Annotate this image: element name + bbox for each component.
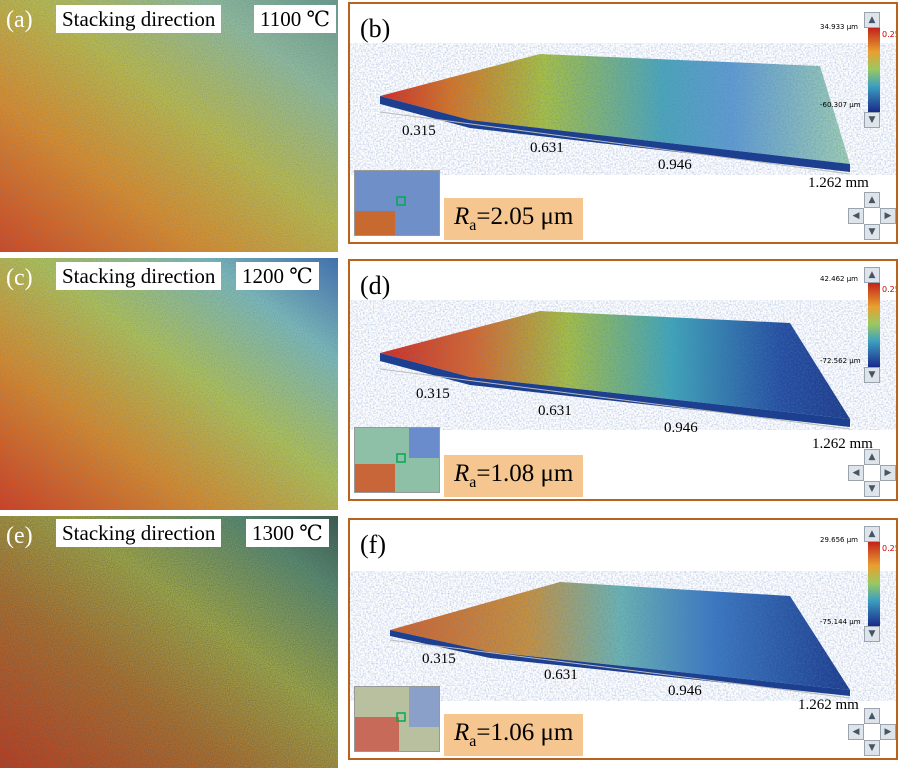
nav-up-icon[interactable]: ▲: [864, 526, 880, 542]
panel-label-e: (e): [6, 523, 33, 549]
surface-3d-panel-d: (d) 42.462 μm 0.25 -72.562 μm 0.315 0.63…: [348, 259, 898, 501]
ra-value: =1.06 μm: [476, 719, 574, 746]
surface-3d-panel-b: (b) 34.933 μm 0.25 -60.307 μm 0.315: [348, 2, 898, 244]
roughness-ra: Ra=1.06 μm: [444, 714, 584, 756]
temperature-label: 1100 ℃: [254, 5, 336, 34]
stacking-direction-label: Stacking direction: [56, 519, 222, 548]
nav-up-icon[interactable]: ▲: [864, 449, 880, 465]
surface-plot-b: [379, 26, 880, 175]
nav-right-icon[interactable]: ▶: [880, 208, 896, 224]
ra-subscript: a: [469, 217, 477, 234]
colorbar-max: 34.933 μm: [820, 23, 858, 31]
colorbar-min: -75.144 μm: [820, 618, 861, 626]
colorbar-scale: 0.25: [882, 544, 896, 553]
panel-label-a: (a): [6, 7, 33, 33]
x-tick: 0.315: [402, 123, 436, 139]
surface-3d-panel-f: (f) 29.656 μm 0.25 -75.144 μm 0.315 0.63…: [348, 518, 898, 760]
panel-label-c: (c): [6, 265, 33, 291]
colorbar-min: -60.307 μm: [820, 101, 861, 109]
colorbar-scale: 0.25: [882, 30, 896, 39]
nav-left-icon[interactable]: ◀: [848, 724, 864, 740]
stacking-direction-label: Stacking direction: [56, 262, 222, 291]
ra-value: =2.05 μm: [476, 203, 574, 230]
x-tick: 1.262 mm: [808, 175, 869, 191]
temperature-label: 1300 ℃: [246, 519, 329, 548]
micrograph-1200c: [0, 258, 338, 510]
colorbar-max: 42.462 μm: [820, 275, 858, 283]
x-tick: 0.631: [544, 667, 578, 683]
x-tick: 0.315: [416, 386, 450, 402]
nav-up-icon[interactable]: ▲: [864, 12, 880, 28]
overview-thumbnail: [354, 686, 440, 752]
panel-label-d: (d): [360, 271, 391, 300]
x-tick: 0.631: [530, 140, 564, 156]
colorbar-scale: 0.25: [882, 285, 896, 294]
temperature-label: 1200 ℃: [236, 262, 319, 291]
nav-down-icon[interactable]: ▼: [864, 481, 880, 497]
micrograph-1300c: [0, 516, 338, 768]
nav-down-icon[interactable]: ▼: [864, 367, 880, 383]
x-tick: 1.262 mm: [798, 697, 859, 713]
nav-right-icon[interactable]: ▶: [880, 724, 896, 740]
x-tick: 0.946: [668, 683, 702, 699]
ra-subscript: a: [469, 474, 477, 491]
x-tick: 0.631: [538, 403, 572, 419]
nav-down-icon[interactable]: ▼: [864, 112, 880, 128]
nav-up-icon[interactable]: ▲: [864, 708, 880, 724]
colorbar-max: 29.656 μm: [820, 536, 858, 544]
overview-thumbnail: [354, 170, 440, 236]
nav-left-icon[interactable]: ◀: [848, 465, 864, 481]
ra-subscript: a: [469, 733, 477, 750]
colorbar-min: -72.562 μm: [820, 357, 861, 365]
x-tick: 1.262 mm: [812, 436, 873, 452]
nav-up-icon[interactable]: ▲: [864, 192, 880, 208]
overview-thumbnail: [354, 427, 440, 493]
stacking-direction-label: Stacking direction: [56, 5, 222, 34]
nav-right-icon[interactable]: ▶: [880, 465, 896, 481]
micrograph-1100c: [0, 0, 338, 252]
surface-plot-f: [389, 540, 880, 699]
nav-left-icon[interactable]: ◀: [848, 208, 864, 224]
x-tick: 0.315: [422, 651, 456, 667]
ra-symbol: R: [454, 719, 470, 746]
roughness-ra: Ra=1.08 μm: [444, 455, 584, 497]
nav-down-icon[interactable]: ▼: [864, 740, 880, 756]
x-tick: 0.946: [664, 420, 698, 436]
ra-value: =1.08 μm: [476, 460, 574, 487]
nav-up-icon[interactable]: ▲: [864, 267, 880, 283]
panel-label-f: (f): [360, 530, 386, 559]
x-tick: 0.946: [658, 157, 692, 173]
nav-down-icon[interactable]: ▼: [864, 224, 880, 240]
surface-plot-d: [379, 281, 880, 430]
ra-symbol: R: [454, 203, 470, 230]
ra-symbol: R: [454, 460, 470, 487]
roughness-ra: Ra=2.05 μm: [444, 198, 584, 240]
nav-down-icon[interactable]: ▼: [864, 626, 880, 642]
panel-label-b: (b): [360, 14, 391, 43]
